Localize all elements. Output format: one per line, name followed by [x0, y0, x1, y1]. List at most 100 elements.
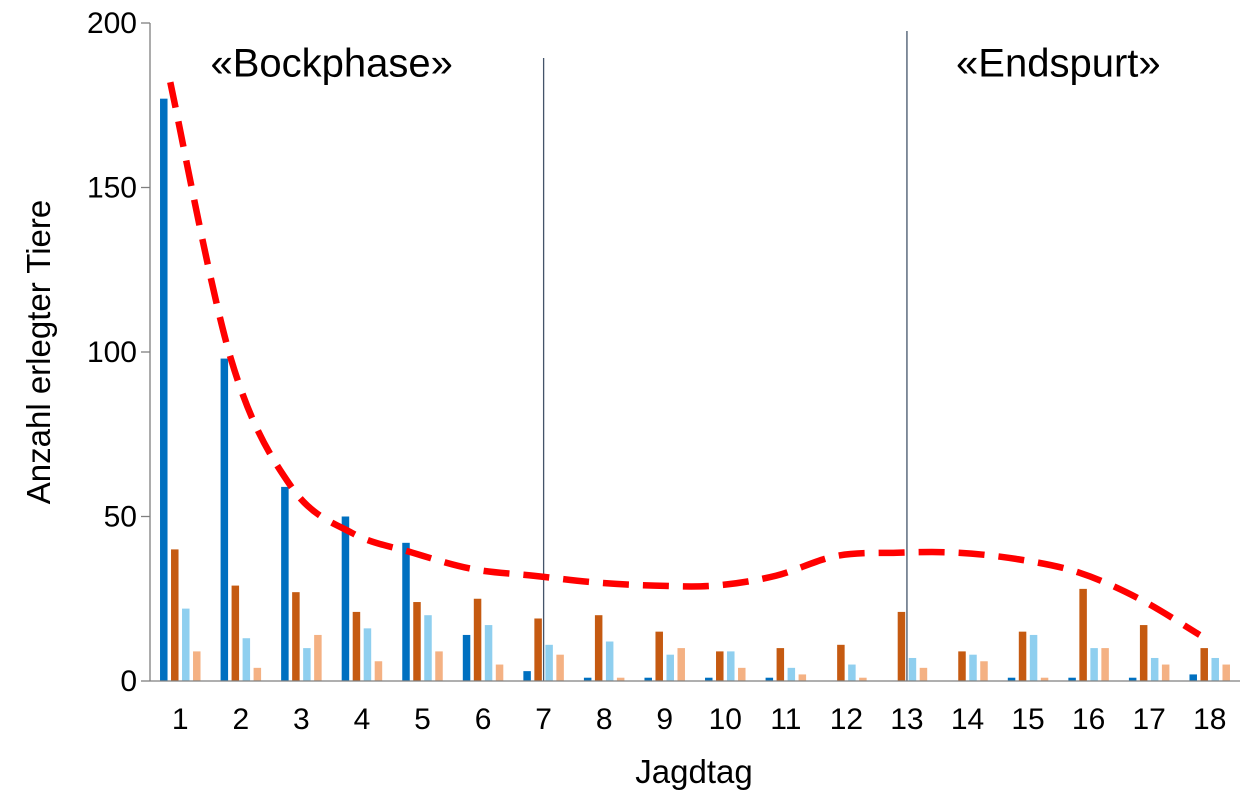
- bar-series2-day1: [171, 549, 179, 681]
- bars-layer: [160, 98, 1230, 682]
- trendline-layer: [167, 81, 1202, 638]
- bar-series1-day5: [402, 542, 410, 681]
- bar-series4-day18: [1222, 664, 1230, 681]
- bar-series1-day8: [583, 677, 592, 681]
- bar-series1-day7: [523, 671, 531, 681]
- bar-series4-day1: [193, 651, 201, 681]
- bar-series3-day11: [787, 667, 796, 681]
- x-tick-label: 7: [535, 703, 552, 736]
- y-tick-label: 200: [87, 7, 137, 40]
- bar-series2-day9: [655, 631, 663, 681]
- bar-series3-day17: [1150, 657, 1159, 681]
- bar-series2-day16: [1079, 588, 1087, 681]
- x-axis-title: Jagdtag: [635, 753, 752, 790]
- x-tick-label: 1: [172, 703, 189, 736]
- bar-series3-day3: [303, 648, 311, 681]
- bar-series1-day1: [160, 98, 168, 682]
- bar-series1-day11: [765, 677, 774, 681]
- bar-series2-day4: [352, 611, 361, 681]
- bar-series4-day17: [1161, 664, 1170, 681]
- bar-series3-day12: [848, 664, 856, 681]
- bar-series1-day2: [220, 358, 229, 681]
- bar-series4-day4: [374, 661, 383, 681]
- bar-series2-day15: [1018, 631, 1027, 681]
- x-tick-label: 6: [475, 703, 492, 736]
- bar-series1-day6: [462, 634, 471, 681]
- bar-series2-day18: [1200, 648, 1208, 681]
- bar-series2-day17: [1139, 625, 1148, 681]
- bar-series3-day16: [1090, 648, 1098, 681]
- x-tick-label: 10: [709, 703, 742, 736]
- y-tick-label: 50: [104, 501, 137, 534]
- bar-series1-day10: [705, 677, 713, 681]
- bar-series4-day8: [616, 677, 625, 681]
- bar-series2-day3: [292, 592, 300, 681]
- bar-series3-day5: [424, 615, 432, 681]
- bar-series3-day14: [969, 654, 977, 681]
- bar-series1-day18: [1189, 674, 1197, 681]
- bar-series2-day8: [594, 615, 603, 681]
- bar-series3-day13: [908, 657, 917, 681]
- bar-series3-day18: [1211, 657, 1219, 681]
- trendline: [167, 81, 1202, 638]
- x-tick-label: 4: [354, 703, 371, 736]
- phase-annotation: «Bockphase»: [210, 41, 452, 85]
- bar-series4-day14: [980, 661, 988, 681]
- bar-series4-day13: [919, 667, 928, 681]
- bar-series2-day12: [837, 644, 845, 681]
- bar-series4-day10: [738, 667, 746, 681]
- x-tick-label: 16: [1072, 703, 1105, 736]
- x-tick-label: 2: [232, 703, 249, 736]
- bar-series1-day15: [1007, 677, 1016, 681]
- bar-series1-day3: [281, 486, 289, 681]
- phase-annotation: «Endspurt»: [956, 41, 1161, 85]
- y-axis-title: Anzahl erlegter Tiere: [20, 200, 57, 505]
- bar-series3-day2: [242, 638, 251, 681]
- bar-series4-day11: [798, 674, 807, 681]
- bar-series2-day2: [231, 585, 240, 681]
- y-tick-label: 100: [87, 336, 137, 369]
- bar-series2-day7: [534, 618, 542, 681]
- bar-series4-day3: [314, 634, 322, 681]
- bar-series4-day16: [1101, 648, 1109, 681]
- bar-series1-day16: [1068, 677, 1076, 681]
- bar-series4-day6: [495, 664, 504, 681]
- bar-series3-day8: [605, 641, 614, 681]
- bar-series2-day5: [413, 602, 421, 681]
- x-tick-label: 12: [830, 703, 863, 736]
- bar-series3-day10: [727, 651, 735, 681]
- bar-series2-day6: [473, 598, 482, 681]
- bar-series3-day9: [666, 654, 674, 681]
- annotations: «Bockphase» «Endspurt»: [210, 41, 1160, 85]
- bar-series4-day9: [677, 648, 685, 681]
- bar-series4-day7: [556, 654, 564, 681]
- x-tick-label: 5: [414, 703, 431, 736]
- x-tick-label: 3: [293, 703, 310, 736]
- bar-series3-day7: [545, 644, 553, 681]
- bar-series3-day15: [1029, 634, 1038, 681]
- bar-series4-day12: [859, 677, 867, 681]
- x-tick-label: 9: [656, 703, 673, 736]
- y-tick-label: 150: [87, 172, 137, 205]
- x-tick-label: 8: [596, 703, 613, 736]
- bar-series3-day1: [182, 608, 190, 681]
- bar-series1-day4: [341, 516, 350, 681]
- bar-series2-day10: [716, 651, 724, 681]
- bar-series1-day17: [1128, 677, 1137, 681]
- bar-series2-day13: [897, 611, 906, 681]
- y-tick-label: 0: [120, 665, 137, 698]
- x-tick-label: 17: [1132, 703, 1165, 736]
- bar-series4-day2: [253, 667, 262, 681]
- bar-series3-day6: [484, 625, 493, 681]
- bar-series3-day4: [363, 628, 372, 681]
- axes: [149, 23, 1240, 682]
- x-tick-label: 15: [1011, 703, 1044, 736]
- bar-series2-day14: [958, 651, 966, 681]
- bar-series4-day15: [1040, 677, 1049, 681]
- x-tick-label: 13: [890, 703, 923, 736]
- bar-series4-day5: [435, 651, 443, 681]
- x-tick-label: 11: [770, 703, 801, 736]
- bar-series1-day9: [644, 677, 652, 681]
- x-tick-label: 14: [951, 703, 984, 736]
